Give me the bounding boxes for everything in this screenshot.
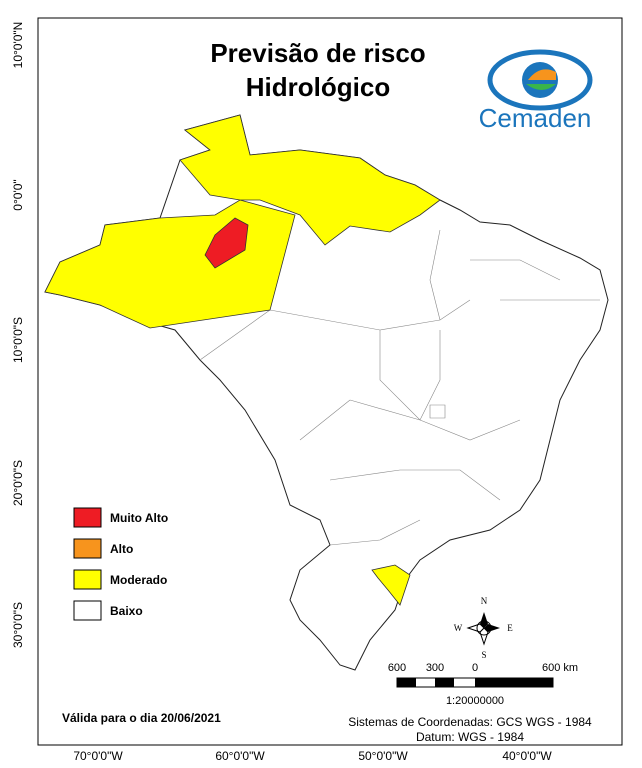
compass-label: S (481, 650, 486, 660)
legend-swatch (73, 569, 102, 590)
latitude-label: 10°0'0"N (11, 22, 25, 69)
compass-label: N (481, 596, 488, 606)
legend-label: Alto (110, 542, 133, 556)
legend-label: Baixo (110, 604, 143, 618)
scale-ratio: 1:20000000 (446, 695, 504, 707)
legend-swatch (73, 507, 102, 528)
legend-label: Moderado (110, 573, 167, 587)
region-muito-alto (204, 217, 249, 269)
region-moderado (371, 564, 411, 606)
title-line: Previsão de risco (210, 38, 425, 68)
latitude-label: 10°0'0"S (11, 317, 25, 363)
legend-swatch (73, 538, 102, 559)
latitude-label: 30°0'0"S (11, 602, 25, 648)
longitude-label: 50°0'0"W (358, 749, 408, 763)
compass-label: E (507, 623, 513, 633)
logo: Cemaden (479, 49, 593, 133)
scale-label: 0 (472, 662, 478, 674)
north-arrow: N S E W (454, 596, 514, 660)
title-line: Hidrológico (246, 72, 390, 102)
scale-label: 300 (426, 662, 444, 674)
longitude-label: 70°0'0"W (73, 749, 123, 763)
compass-label: W (454, 623, 463, 633)
latitude-label: 0°0'0" (11, 179, 25, 210)
legend-label: Muito Alto (110, 511, 168, 525)
logo-text: Cemaden (479, 103, 592, 133)
scale-bar: 600 300 0 600 km 1:20000000 (388, 662, 578, 707)
validity-date: Válida para o dia 20/06/2021 (62, 711, 221, 725)
datum: Datum: WGS - 1984 (416, 730, 524, 744)
legend-swatch (73, 600, 102, 621)
scale-label: 600 (388, 662, 406, 674)
scale-label: 600 km (542, 662, 578, 674)
state-borders (199, 229, 600, 546)
longitude-label: 60°0'0"W (215, 749, 265, 763)
region-moderado (179, 114, 441, 246)
latitude-label: 20°0'0"S (11, 460, 25, 506)
longitude-label: 40°0'0"W (502, 749, 552, 763)
coordinate-system: Sistemas de Coordenadas: GCS WGS - 1984 (348, 715, 592, 729)
